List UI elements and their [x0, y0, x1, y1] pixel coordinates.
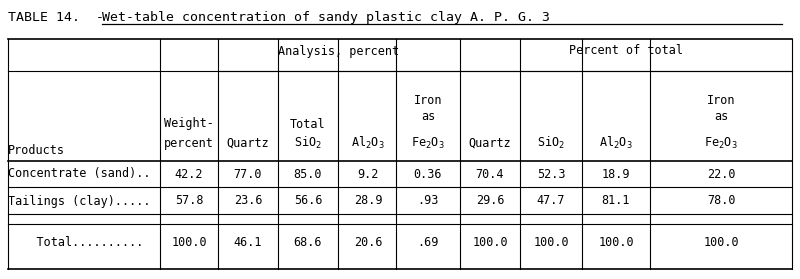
Text: percent: percent — [164, 136, 214, 150]
Text: 100.0: 100.0 — [533, 237, 569, 249]
Text: Fe$_2$O$_3$: Fe$_2$O$_3$ — [411, 135, 445, 151]
Text: 56.6: 56.6 — [294, 194, 322, 208]
Text: .93: .93 — [418, 194, 438, 208]
Text: 100.0: 100.0 — [472, 237, 508, 249]
Text: Wet-table concentration of sandy plastic clay A. P. G. 3: Wet-table concentration of sandy plastic… — [102, 11, 550, 24]
Text: Concentrate (sand)..: Concentrate (sand).. — [8, 167, 150, 181]
Text: Analysis, percent: Analysis, percent — [278, 44, 399, 57]
Text: 23.6: 23.6 — [234, 194, 262, 208]
Text: 0.36: 0.36 — [414, 167, 442, 181]
Text: as: as — [714, 110, 728, 124]
Text: Al$_2$O$_3$: Al$_2$O$_3$ — [351, 135, 385, 151]
Text: TABLE 14.  -: TABLE 14. - — [8, 11, 112, 24]
Text: 68.6: 68.6 — [294, 237, 322, 249]
Text: Percent of total: Percent of total — [569, 44, 683, 57]
Text: SiO$_2$: SiO$_2$ — [537, 135, 565, 151]
Text: 100.0: 100.0 — [598, 237, 634, 249]
Text: 52.3: 52.3 — [537, 167, 566, 181]
Text: 42.2: 42.2 — [174, 167, 203, 181]
Text: 100.0: 100.0 — [171, 237, 207, 249]
Text: 100.0: 100.0 — [703, 237, 739, 249]
Text: Weight-: Weight- — [164, 117, 214, 131]
Text: 28.9: 28.9 — [354, 194, 382, 208]
Text: Products: Products — [8, 145, 65, 158]
Text: SiO$_2$: SiO$_2$ — [294, 135, 322, 151]
Text: 20.6: 20.6 — [354, 237, 382, 249]
Text: 18.9: 18.9 — [602, 167, 630, 181]
Text: Tailings (clay).....: Tailings (clay)..... — [8, 194, 150, 208]
Text: Al$_2$O$_3$: Al$_2$O$_3$ — [599, 135, 633, 151]
Text: Quartz: Quartz — [226, 136, 270, 150]
Text: 78.0: 78.0 — [706, 194, 735, 208]
Text: 46.1: 46.1 — [234, 237, 262, 249]
Text: Quartz: Quartz — [469, 136, 511, 150]
Text: 9.2: 9.2 — [358, 167, 378, 181]
Text: 22.0: 22.0 — [706, 167, 735, 181]
Text: 70.4: 70.4 — [476, 167, 504, 181]
Text: 85.0: 85.0 — [294, 167, 322, 181]
Text: Total..........: Total.......... — [8, 237, 143, 249]
Text: 47.7: 47.7 — [537, 194, 566, 208]
Text: 77.0: 77.0 — [234, 167, 262, 181]
Text: 81.1: 81.1 — [602, 194, 630, 208]
Text: 29.6: 29.6 — [476, 194, 504, 208]
Text: Fe$_2$O$_3$: Fe$_2$O$_3$ — [704, 135, 738, 151]
Text: Iron: Iron — [414, 95, 442, 107]
Text: as: as — [421, 110, 435, 124]
Text: Total: Total — [290, 117, 326, 131]
Text: Iron: Iron — [706, 95, 735, 107]
Text: .69: .69 — [418, 237, 438, 249]
Text: 57.8: 57.8 — [174, 194, 203, 208]
